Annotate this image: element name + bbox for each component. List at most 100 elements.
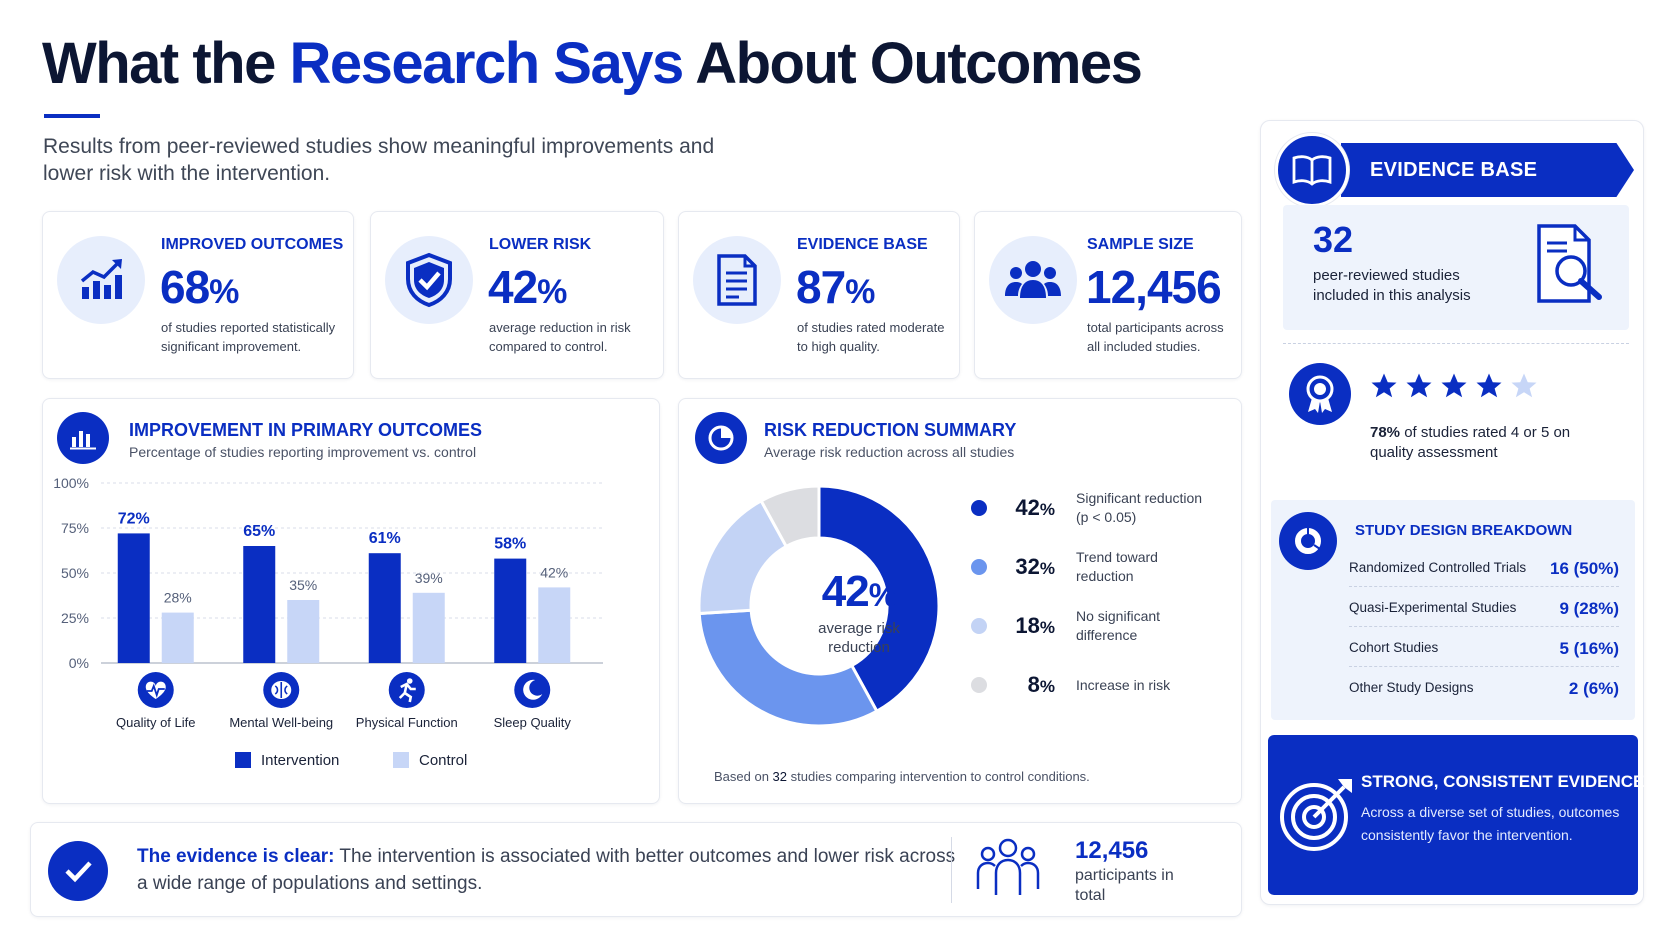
star-filled-icon	[1441, 373, 1467, 398]
donut-chart	[697, 484, 941, 728]
category-label: Mental Well-being	[229, 715, 333, 730]
legend-dot	[971, 618, 987, 634]
award-ribbon-icon	[1289, 363, 1351, 425]
open-book-icon	[1275, 133, 1349, 207]
people-outline-icon	[975, 837, 1041, 904]
shield-check-icon	[385, 236, 473, 324]
title-part1: What the	[42, 31, 276, 96]
donut-slice	[817, 484, 941, 714]
bar-value-label: 39%	[415, 570, 443, 586]
checkmark-icon	[48, 841, 108, 901]
studies-count-box: 32 peer-reviewed studies included in thi…	[1283, 205, 1629, 330]
strong-evidence-desc: Across a diverse set of studies, outcome…	[1361, 804, 1620, 843]
study-design-box: STUDY DESIGN BREAKDOWN Randomized Contro…	[1271, 500, 1635, 720]
category-label: Physical Function	[356, 715, 458, 730]
bar-intervention	[117, 533, 150, 663]
bar-value-label: 35%	[289, 577, 317, 593]
studies-count: 32	[1313, 219, 1354, 260]
donut-slice	[697, 608, 879, 728]
page-subtitle: Results from peer-reviewed studies show …	[43, 135, 715, 185]
stat-value: 68%	[160, 261, 239, 313]
legend-percent: 42%	[1015, 495, 1055, 520]
y-tick-label: 100%	[53, 475, 89, 491]
legend-percent: 8%	[1027, 672, 1055, 697]
document-search-icon	[1535, 223, 1607, 310]
donut-center-value: 42%	[821, 567, 897, 616]
page-title: What the Research Says About Outcomes	[42, 30, 1143, 97]
bar-value-label: 42%	[540, 564, 568, 580]
footer-divider	[951, 837, 952, 903]
donut-chart-panel: RISK REDUCTION SUMMARY Average risk redu…	[678, 398, 1242, 804]
breakdown-row: Other Study Designs 2 (6%)	[1349, 679, 1619, 698]
bar-intervention	[494, 558, 527, 663]
stat-label: SAMPLE SIZE	[1087, 236, 1194, 253]
bar-intervention	[368, 553, 401, 663]
bar-value-label: 58%	[494, 536, 526, 553]
legend-label-intervention: Intervention	[261, 752, 339, 769]
legend-dot	[971, 559, 987, 575]
breakdown-title: STUDY DESIGN BREAKDOWN	[1355, 522, 1573, 539]
strong-evidence-box: STRONG, CONSISTENT EVIDENCE Across a div…	[1268, 735, 1644, 895]
evidence-banner-title: EVIDENCE BASE	[1370, 159, 1538, 181]
y-tick-label: 75%	[61, 520, 89, 536]
star-filled-icon	[1371, 373, 1397, 398]
breakdown-row: Cohort Studies 5 (16%)	[1349, 639, 1619, 667]
bar-intervention	[243, 546, 276, 663]
stat-desc: average reduction in risk compared to co…	[489, 320, 631, 354]
stat-desc: of studies rated moderate to high qualit…	[797, 320, 945, 354]
bar-chart: 100% 75% 50% 25% 0% 72% 28% Quality of Life 65% 3…	[53, 475, 603, 769]
bar-chart-title: IMPROVEMENT IN PRIMARY OUTCOMES	[129, 420, 483, 440]
stat-label: EVIDENCE BASE	[797, 236, 928, 253]
legend-dot	[971, 500, 987, 516]
bar-control	[161, 612, 194, 663]
summary-text: The evidence is clear: The intervention …	[137, 846, 956, 894]
y-tick-label: 25%	[61, 610, 89, 626]
donut-chart-subtitle: Average risk reduction across all studie…	[764, 444, 1015, 460]
stat-value: 87%	[796, 261, 875, 313]
evidence-sidebar: EVIDENCE BASE 32 peer-reviewed studies i…	[1260, 120, 1644, 905]
trend-up-chart-icon	[57, 236, 145, 324]
star-empty-icon	[1511, 373, 1537, 398]
stat-card-sample-size: SAMPLE SIZE 12,456 total participants ac…	[974, 211, 1242, 379]
legend-dot	[971, 677, 987, 693]
donut-footnote: Based on 32 studies comparing interventi…	[714, 769, 1090, 784]
strong-evidence-title: STRONG, CONSISTENT EVIDENCE	[1361, 772, 1645, 791]
bar-control	[412, 592, 445, 663]
quality-text: 78% of studies rated 4 or 5 on quality a…	[1370, 424, 1571, 461]
legend-label: No significant difference	[1076, 608, 1161, 643]
star-filled-icon	[1476, 373, 1502, 398]
bar-value-label: 65%	[243, 523, 275, 540]
donut-center: 42% average risk reduction	[779, 567, 939, 657]
legend-swatch-intervention	[235, 752, 251, 768]
moon-icon	[514, 672, 551, 708]
bar-value-label: 28%	[164, 590, 192, 606]
bar-control	[287, 600, 320, 663]
bar-value-label: 72%	[118, 510, 150, 527]
participants-label: participants in total	[1075, 867, 1174, 904]
stat-value: 42%	[488, 261, 567, 313]
running-person-icon	[388, 672, 425, 708]
studies-desc: peer-reviewed studies included in this a…	[1313, 267, 1471, 304]
participants-value: 12,456	[1075, 837, 1149, 864]
donut-slice	[759, 484, 821, 549]
legend-label: Trend toward reduction	[1076, 549, 1158, 584]
legend-swatch-control	[393, 752, 409, 768]
category-label: Quality of Life	[116, 715, 196, 730]
evidence-banner	[1341, 143, 1634, 197]
legend-label: Significant reduction (p < 0.05)	[1076, 490, 1203, 525]
stat-value: 12,456	[1086, 261, 1222, 313]
bar-value-label: 61%	[369, 530, 401, 547]
stat-card-lower-risk: LOWER RISK 42% average reduction in risk…	[370, 211, 664, 379]
heart-pulse-icon	[137, 672, 174, 708]
stat-card-improved-outcomes: IMPROVED OUTCOMES 68% of studies reporte…	[42, 211, 354, 379]
legend-label-control: Control	[419, 752, 467, 769]
pie-chart-icon	[695, 412, 747, 464]
star-filled-icon	[1406, 373, 1432, 398]
bar-chart-panel: IMPROVEMENT IN PRIMARY OUTCOMES Percenta…	[42, 398, 660, 804]
document-icon	[693, 236, 781, 324]
breakdown-row: Quasi-Experimental Studies 9 (28%)	[1349, 599, 1619, 627]
title-underline	[44, 114, 100, 118]
stat-card-evidence-base: EVIDENCE BASE 87% of studies rated moder…	[678, 211, 960, 379]
legend-label: Increase in risk	[1076, 677, 1171, 693]
breakdown-row: Randomized Controlled Trials 16 (50%)	[1349, 559, 1619, 587]
